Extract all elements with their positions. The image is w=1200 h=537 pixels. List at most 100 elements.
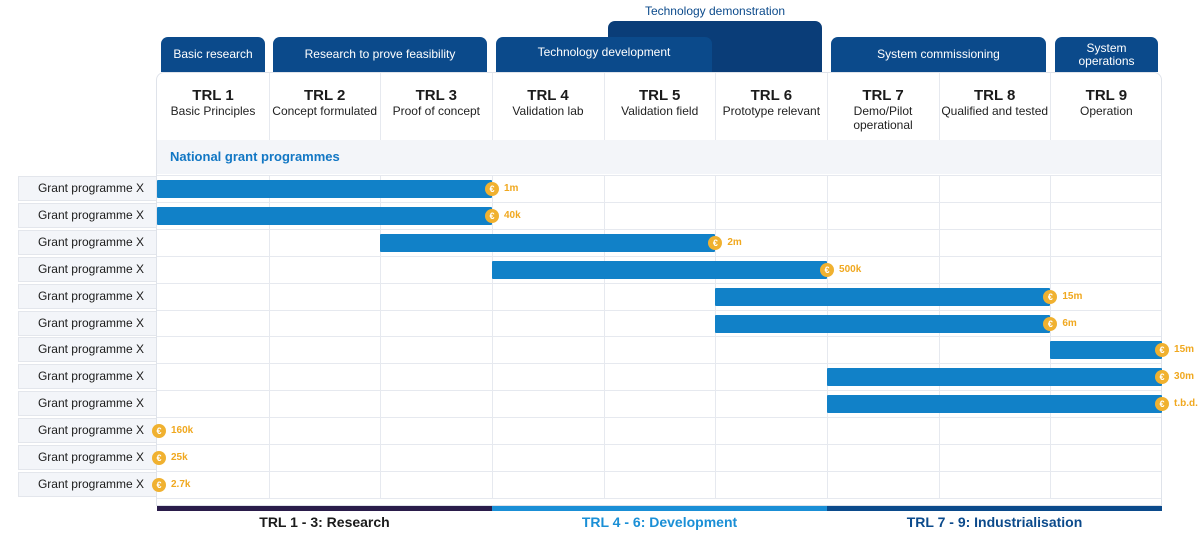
- grid-row-line: [157, 417, 1161, 418]
- grant-amount: 160k: [171, 425, 194, 437]
- grant-bar: [380, 233, 716, 252]
- grid-row-line: [157, 336, 1161, 337]
- euro-coin-icon: €: [1043, 289, 1058, 304]
- grid-row-line: [157, 471, 1161, 472]
- grid-column-line: [939, 176, 940, 499]
- grid-row-line: [157, 363, 1161, 364]
- group-label: TRL 1 - 3: Research: [259, 514, 390, 530]
- phase-label: Basic research: [173, 47, 253, 61]
- grant-row-label: Grant programme X: [18, 176, 156, 201]
- phase-label: System operations: [1078, 40, 1135, 68]
- phase-system-commissioning: System commissioning: [831, 37, 1046, 72]
- grant-row-label: Grant programme X: [18, 337, 156, 362]
- grant-row-label: Grant programme X: [18, 364, 156, 389]
- grant-amount: 40k: [504, 209, 521, 221]
- grid-row-line: [157, 202, 1161, 203]
- group-label: TRL 4 - 6: Development: [581, 514, 738, 530]
- grant-amount: t.b.d.: [1174, 398, 1198, 410]
- grid-column-line: [604, 73, 605, 140]
- grant-bar: [157, 206, 492, 225]
- grid-row-line: [157, 229, 1161, 230]
- group-band: [827, 506, 1163, 511]
- trl-description: Demo/Pilot operational: [853, 104, 913, 132]
- grid-column-line: [827, 73, 828, 140]
- grant-amount: 6m: [1062, 317, 1077, 329]
- trl-code: TRL 7: [862, 87, 904, 104]
- grant-amount: 500k: [839, 263, 862, 275]
- trl-header: TRL 8 Qualified and tested: [939, 80, 1051, 140]
- grant-bar: [715, 314, 1051, 333]
- trl-header: TRL 4 Validation lab: [492, 80, 604, 140]
- group-band: [157, 506, 492, 511]
- grid-row-line: [157, 310, 1161, 311]
- grid-row-line: [157, 498, 1161, 499]
- trl-description: Prototype relevant: [722, 104, 821, 118]
- grant-row-label: Grant programme X: [18, 311, 156, 336]
- phase-basic-research: Basic research: [161, 37, 265, 72]
- euro-coin-icon: €: [1155, 397, 1170, 412]
- grid-column-line: [1050, 176, 1051, 499]
- grant-amount: 2.7k: [171, 478, 191, 490]
- trl-header: TRL 6 Prototype relevant: [715, 80, 827, 140]
- euro-coin-icon: €: [708, 235, 723, 250]
- grid-column-line: [939, 73, 940, 140]
- grid-column-line: [492, 73, 493, 140]
- trl-header: TRL 2 Concept formulated: [269, 80, 381, 140]
- trl-description: Basic Principles: [170, 104, 256, 118]
- phase-system-operations: System operations: [1055, 37, 1158, 72]
- grid-column-line: [269, 176, 270, 499]
- grid-row-line: [157, 444, 1161, 445]
- grant-bar: [157, 180, 492, 198]
- grid-column-line: [715, 176, 716, 499]
- grant-row-label: Grant programme X: [18, 391, 156, 416]
- trl-code: TRL 3: [415, 87, 458, 104]
- euro-coin-icon: €: [820, 262, 835, 277]
- trl-code: TRL 1: [192, 87, 234, 104]
- grant-row-label: Grant programme X: [18, 203, 156, 228]
- euro-coin-icon: €: [152, 424, 166, 439]
- euro-coin-icon: €: [152, 451, 166, 465]
- phase-label: Technology development: [537, 45, 671, 59]
- trl-description: Concept formulated: [272, 104, 378, 118]
- grid-column-line: [380, 73, 381, 140]
- grant-row-label: Grant programme X: [18, 472, 156, 497]
- grid-column-line: [1050, 73, 1051, 140]
- trl-code: TRL 2: [303, 87, 346, 104]
- trl-header: TRL 3 Proof of concept: [380, 80, 492, 140]
- euro-coin-icon: €: [1043, 316, 1058, 331]
- grid-column-line: [827, 176, 828, 499]
- trl-description: Validation field: [621, 104, 699, 118]
- trl-code: TRL 6: [750, 87, 793, 104]
- euro-coin-icon: €: [1155, 370, 1170, 385]
- phase-label: System commissioning: [877, 47, 1000, 61]
- grant-amount: 25k: [171, 452, 188, 463]
- trl-code: TRL 4: [527, 87, 569, 104]
- grid-column-line: [492, 176, 493, 499]
- phase-label: Technology demonstration: [644, 4, 786, 18]
- trl-description: Qualified and tested: [941, 104, 1049, 118]
- grant-row-label: Grant programme X: [18, 445, 156, 470]
- grant-amount: 30m: [1174, 371, 1195, 383]
- grid-row-line: [157, 175, 1161, 176]
- grant-amount: 15m: [1174, 344, 1195, 356]
- grid-column-line: [269, 73, 270, 140]
- grid-row-line: [157, 390, 1161, 391]
- section-header: National grant programmes: [157, 140, 1161, 174]
- section-title: National grant programmes: [170, 149, 340, 164]
- group-label: TRL 7 - 9: Industrialisation: [906, 514, 1083, 530]
- grant-row-label: Grant programme X: [18, 257, 156, 282]
- trl-description: Proof of concept: [392, 104, 481, 118]
- grant-bar: [715, 287, 1051, 306]
- grid-row-line: [157, 256, 1161, 257]
- trl-code: TRL 9: [1085, 87, 1128, 104]
- grid-column-line: [380, 176, 381, 499]
- grant-row-label: Grant programme X: [18, 230, 156, 255]
- grid-column-line: [604, 176, 605, 499]
- grant-row-label: Grant programme X: [18, 418, 156, 443]
- trl-description: Validation lab: [512, 104, 584, 118]
- trl-header: TRL 7 Demo/Pilot operational: [827, 80, 939, 140]
- grant-amount: 15m: [1062, 290, 1083, 302]
- euro-coin-icon: €: [485, 208, 499, 223]
- phase-feasibility: Research to prove feasibility: [273, 37, 487, 72]
- phase-tech-development: Technology development: [496, 37, 712, 72]
